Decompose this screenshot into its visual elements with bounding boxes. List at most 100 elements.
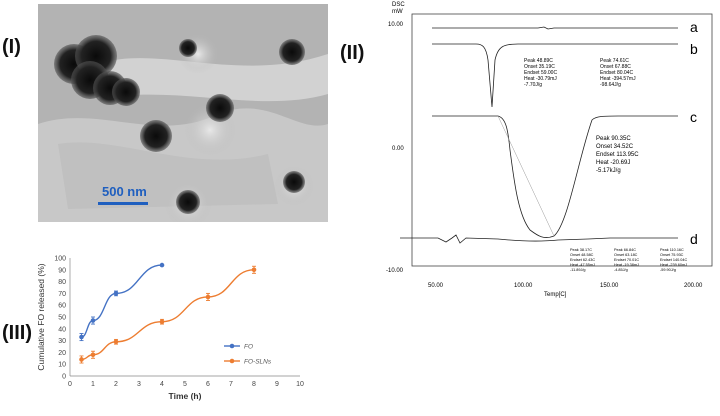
x-tick-label: 2 — [114, 381, 118, 388]
dsc-xtick: 200.00 — [684, 283, 703, 289]
dsc-ytick: -10.00 — [386, 268, 404, 274]
y-tick-label: 30 — [58, 338, 66, 345]
y-tick-label: 90 — [58, 267, 66, 274]
dsc-xtick: 50.00 — [428, 283, 444, 289]
data-point-fo-slns — [159, 319, 165, 325]
annotation-line: -59.90J/g — [660, 268, 676, 272]
annotation-line: Onset 35.19C — [524, 64, 555, 70]
data-point-fo — [159, 262, 165, 268]
annotation-line: Endset 70.01C — [614, 258, 639, 262]
annotation-line: Peak 110.16C — [660, 248, 684, 252]
dsc-annotation-b1: Peak 48.89C Onset 35.19C Endset 59.00C H… — [524, 58, 557, 88]
release-y-axis-label: Cumulative FO released (%) — [36, 263, 46, 370]
legend-marker-fo-slns — [229, 358, 235, 364]
dsc-curve-c — [432, 115, 678, 238]
annotation-line: Onset 63.18C — [614, 253, 638, 257]
annotation-line: Peak 90.35C — [596, 136, 631, 142]
x-tick-label: 1 — [91, 381, 95, 388]
data-point-fo-slns — [251, 267, 257, 273]
annotation-line: -11.89J/g — [570, 268, 586, 272]
data-point-fo-slns — [79, 357, 84, 362]
dsc-curve-label-c: c — [690, 109, 697, 125]
dsc-annotation-d2: Peak 66.84C Onset 63.18C Endset 70.01C H… — [614, 248, 639, 272]
annotation-line: Heat -20.69J — [596, 160, 630, 166]
annotation-line: Heat -19.38mJ — [614, 263, 639, 267]
y-tick-label: 70 — [58, 291, 66, 298]
annotation-line: -4.85J/g — [614, 268, 628, 272]
x-tick-label: 9 — [275, 381, 279, 388]
y-tick-label: 0 — [62, 374, 66, 381]
dsc-curve-label-b: b — [690, 41, 698, 57]
legend-marker-fo — [229, 343, 235, 349]
y-tick-label: 10 — [58, 362, 66, 369]
x-tick-label: 0 — [68, 381, 72, 388]
dsc-curve-a — [432, 26, 678, 30]
annotation-line: Heat -394.57mJ — [600, 76, 636, 82]
data-point-fo — [90, 318, 96, 323]
dsc-baseline-c — [497, 115, 555, 237]
release-legend: FO FO-SLNs — [224, 344, 272, 366]
panel-label-tem: (I) — [2, 36, 21, 58]
dsc-frame — [411, 13, 713, 267]
dsc-ylabel: DSC — [392, 2, 405, 8]
x-tick-label: 6 — [206, 381, 210, 388]
data-point-fo-slns — [113, 339, 119, 345]
release-tick-labels: 0 10 20 30 40 50 60 70 80 90 100 0 1 2 3 4 5 6 7 8 9 10 — [54, 256, 304, 389]
y-tick-label: 20 — [58, 350, 66, 357]
dsc-thermogram-chart: DSC mW 10.00 0.00 -10.00 50.00 100.00 15… — [386, 2, 713, 298]
dsc-curve-d — [400, 234, 678, 244]
series-line-fo — [81, 264, 163, 338]
dsc-ytick: 10.00 — [388, 22, 404, 28]
panel-label-dsc: (II) — [340, 42, 365, 64]
data-point-fo-slns — [90, 352, 96, 358]
annotation-line: Onset 48.58C — [570, 253, 594, 257]
dsc-xtick: 150.00 — [600, 283, 619, 289]
dsc-xlabel: Temp[C] — [544, 292, 567, 298]
tem-micrograph: 500 nm — [38, 4, 328, 222]
dsc-annotation-d1: Peak 38.17C Onset 48.58C Endset 62.43C H… — [570, 248, 595, 272]
annotation-line: Heat -239.60mJ — [660, 263, 687, 267]
x-tick-label: 7 — [229, 381, 233, 388]
tem-image — [38, 4, 328, 222]
annotation-line: Heat -30.79mJ — [524, 76, 557, 82]
annotation-line: -7.70J/g — [524, 82, 542, 88]
y-tick-label: 60 — [58, 303, 66, 310]
dsc-ytick: 0.00 — [392, 146, 404, 152]
y-tick-label: 100 — [54, 256, 66, 263]
x-tick-label: 3 — [137, 381, 141, 388]
data-point-fo — [113, 291, 119, 296]
dsc-annotation-c: Peak 90.35C Onset 34.52C Endset 113.95C … — [596, 136, 639, 174]
data-point-fo-slns — [205, 294, 211, 300]
dsc-curve-label-a: a — [690, 19, 698, 35]
annotation-line: Peak 38.17C — [570, 248, 592, 252]
dsc-curve-b — [432, 43, 678, 108]
data-point-fo — [79, 334, 84, 340]
release-x-axis-label: Time (h) — [169, 391, 202, 401]
annotation-line: -5.17kJ/g — [596, 168, 621, 174]
annotation-line: Peak 74.61C — [600, 58, 629, 64]
annotation-line: Endset 59.00C — [524, 70, 557, 76]
x-tick-label: 10 — [296, 381, 304, 388]
x-tick-label: 8 — [252, 381, 256, 388]
dsc-annotation-d3: Peak 110.16C Onset 75.93C Endset 140.04C… — [660, 248, 687, 272]
y-tick-label: 40 — [58, 326, 66, 333]
panel-label-release: (III) — [2, 322, 32, 344]
release-axes — [69, 258, 300, 377]
x-tick-label: 4 — [160, 381, 164, 388]
release-profile-chart: 0 10 20 30 40 50 60 70 80 90 100 0 1 2 3 4 5 6 7 8 9 10 Cumul… — [36, 256, 304, 402]
annotation-line: Endset 113.95C — [596, 152, 639, 158]
y-tick-label: 50 — [58, 315, 66, 322]
annotation-line: Onset 75.93C — [660, 253, 684, 257]
annotation-line: Peak 66.84C — [614, 248, 636, 252]
annotation-line: Endset 62.43C — [570, 258, 595, 262]
scale-bar — [98, 202, 148, 205]
x-tick-label: 5 — [183, 381, 187, 388]
annotation-line: Onset 34.52C — [596, 144, 634, 150]
annotation-line: Peak 48.89C — [524, 58, 553, 64]
dsc-curve-label-d: d — [690, 231, 698, 247]
legend-label-fo: FO — [244, 344, 253, 351]
dsc-ylabel-unit: mW — [392, 9, 403, 15]
annotation-line: Onset 67.88C — [600, 64, 631, 70]
annotation-line: Endset 140.04C — [660, 258, 687, 262]
annotation-line: Heat -47.55mJ — [570, 263, 595, 267]
